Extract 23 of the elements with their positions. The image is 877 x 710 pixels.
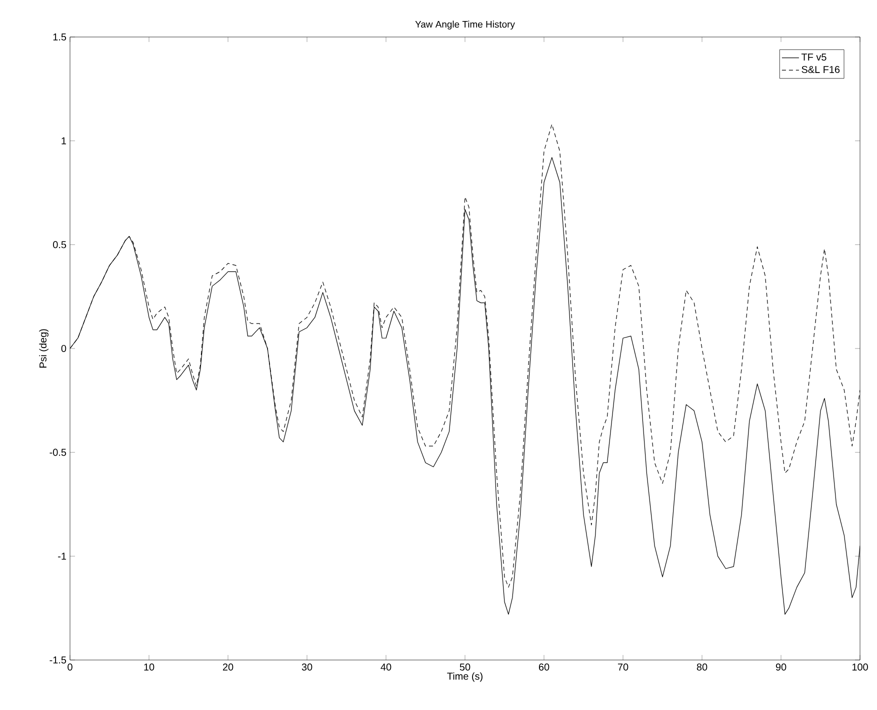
x-tick-label: 90 xyxy=(776,664,786,671)
y-tick-label: -1 xyxy=(58,552,66,560)
legend-label: TF v5 xyxy=(801,54,826,61)
x-tick-label: 60 xyxy=(538,664,550,671)
y-tick-label: 1 xyxy=(62,137,66,144)
y-tick-label: 1.5 xyxy=(53,34,66,40)
x-tick-label: 10 xyxy=(144,664,154,671)
x-tick-label: 100 xyxy=(852,664,868,671)
y-tick-label: -0.5 xyxy=(50,448,66,456)
y-axis-title: Psi (deg) xyxy=(39,329,48,368)
y-tick-label: 0.5 xyxy=(53,241,66,248)
y-tick-label: -1.5 xyxy=(50,656,66,664)
x-tick-label: 80 xyxy=(696,664,708,671)
x-tick-label: 20 xyxy=(222,664,234,671)
y-tick-label: 0 xyxy=(61,344,66,352)
x-tick-label: 50 xyxy=(460,664,470,671)
x-tick-label: 70 xyxy=(618,664,628,671)
chart-title: Yaw Angle Time History xyxy=(415,20,515,30)
x-tick-label: 0 xyxy=(68,664,72,671)
x-tick-label: 30 xyxy=(302,664,312,671)
x-axis-title: Time (s) xyxy=(447,672,482,682)
x-tick-label: 40 xyxy=(380,664,392,671)
legend-label: S&L F16 xyxy=(802,66,840,74)
